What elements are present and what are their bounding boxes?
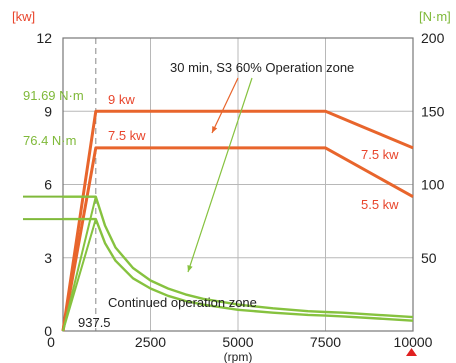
right-tick-label: 100 [421,177,445,193]
x-axis-unit: (rpm) [224,350,253,363]
x-tick-label: 2500 [135,334,166,350]
series-line-1 [61,109,414,332]
series-line-2 [61,146,414,332]
left-tick-label: 6 [44,177,52,193]
annotations-group: 937.5 91.69 N·m 76.4 N·m 9 kw 7.5 kw 7.5 kw 5.… [23,60,399,330]
power-label-9kw: 9 kw [108,92,135,107]
left-tick-label: 0 [44,323,52,339]
s3-zone-label: 30 min, S3 60% Operation zone [170,60,354,75]
s3-torque-arrow-line [187,77,253,273]
max-speed-marker-icon [406,348,417,356]
x-tick-label: 0 [47,334,55,350]
plot-frame [62,37,414,332]
torque-ramp-1 [62,196,97,332]
x-tick-label: 7500 [310,334,341,350]
base-speed-label: 937.5 [78,315,111,330]
left-tick-label: 9 [44,103,52,119]
left-tick-label: 3 [44,250,52,266]
s3-torque-arrow-arrowhead-icon [187,265,193,272]
plot-border [62,37,414,332]
power-label-7-5kw: 7.5 kw [108,128,146,143]
torque-label-low: 76.4 N·m [23,133,76,148]
series-group [61,109,414,332]
right-tick-label: 150 [421,103,445,119]
right-tick-label: 50 [421,250,437,266]
left-axis-unit: [kw] [12,9,35,24]
power-label-7-5kw-end: 7.5 kw [361,147,399,162]
right-tick-label: 200 [421,30,445,46]
left-tick-label: 12 [36,30,52,46]
torque-ramp-2 [62,218,97,332]
x-tick-label: 10000 [394,334,433,350]
s3-zone-arrow-arrowhead-icon [212,126,218,133]
torque-label-high: 91.69 N·m [23,88,84,103]
series-line-3 [63,195,414,319]
s3-zone-arrow-line [211,77,239,134]
series-line-4 [63,217,414,322]
right-axis-unit: [N·m] [419,9,451,24]
grid [63,38,413,331]
x-tick-label: 5000 [222,334,253,350]
continuous-zone-label: Continued operation zone [108,295,257,310]
power-label-5-5kw: 5.5 kw [361,197,399,212]
ticks-group: [kw] 0 3 6 9 12 [N·m] 50 100 150 200 0 2500 5000 7500 1… [12,9,451,363]
